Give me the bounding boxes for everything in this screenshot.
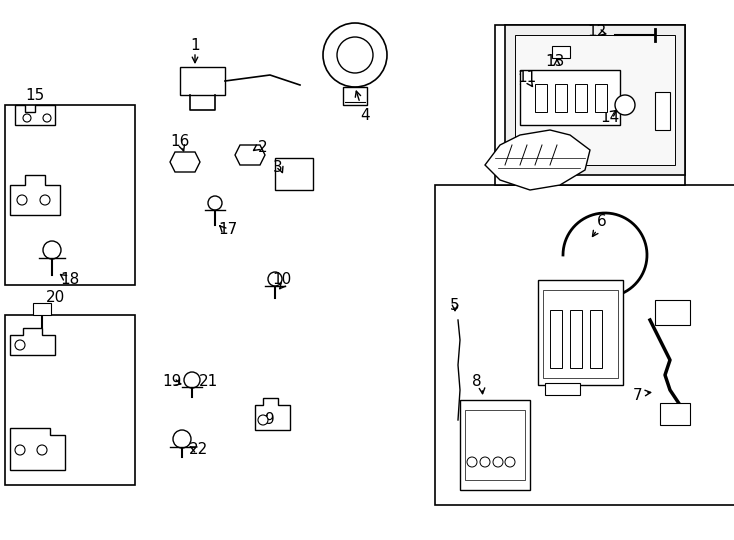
Text: 16: 16 — [170, 133, 189, 148]
Bar — [570, 310, 582, 368]
Bar — [543, 290, 618, 378]
Text: 2: 2 — [258, 140, 268, 156]
Bar — [555, 84, 567, 112]
Bar — [575, 84, 587, 112]
Circle shape — [467, 457, 477, 467]
Text: 17: 17 — [219, 222, 238, 238]
Bar — [275, 158, 313, 190]
Text: 8: 8 — [472, 375, 482, 389]
Circle shape — [323, 23, 387, 87]
Text: 21: 21 — [198, 375, 217, 389]
Bar — [460, 400, 530, 490]
Text: 10: 10 — [272, 273, 291, 287]
Circle shape — [208, 196, 222, 210]
Polygon shape — [170, 152, 200, 172]
Circle shape — [15, 340, 25, 350]
Circle shape — [337, 37, 373, 73]
Bar — [535, 84, 547, 112]
Circle shape — [615, 95, 635, 115]
Bar — [552, 46, 570, 58]
Circle shape — [17, 195, 27, 205]
Bar — [5, 105, 135, 285]
Bar — [550, 310, 562, 368]
Text: 1: 1 — [190, 37, 200, 52]
Polygon shape — [505, 25, 685, 175]
Text: 5: 5 — [450, 298, 459, 313]
Bar — [495, 25, 685, 185]
Bar — [520, 70, 620, 125]
Bar — [180, 67, 225, 95]
Bar — [343, 87, 367, 105]
Circle shape — [43, 241, 61, 259]
Bar — [33, 303, 51, 315]
Text: 9: 9 — [265, 413, 275, 428]
Text: 20: 20 — [46, 291, 65, 306]
Polygon shape — [255, 398, 290, 430]
Text: 15: 15 — [26, 87, 45, 103]
Polygon shape — [10, 328, 55, 355]
Polygon shape — [15, 105, 55, 125]
Circle shape — [493, 457, 503, 467]
Polygon shape — [485, 130, 590, 190]
Polygon shape — [235, 145, 265, 165]
Text: 11: 11 — [517, 72, 537, 87]
Text: 6: 6 — [597, 214, 607, 230]
Polygon shape — [10, 428, 65, 470]
Bar — [660, 403, 690, 425]
Polygon shape — [515, 35, 675, 165]
Text: 12: 12 — [587, 24, 606, 39]
Text: 7: 7 — [633, 388, 643, 402]
Bar — [655, 300, 690, 325]
Text: 14: 14 — [600, 111, 619, 125]
Circle shape — [37, 445, 47, 455]
Circle shape — [40, 195, 50, 205]
Text: 4: 4 — [360, 107, 370, 123]
Text: 3: 3 — [273, 160, 283, 176]
Bar — [655, 92, 670, 130]
Text: 18: 18 — [60, 273, 79, 287]
Text: 13: 13 — [545, 55, 564, 70]
Circle shape — [268, 272, 282, 286]
Bar — [538, 280, 623, 385]
Circle shape — [23, 114, 31, 122]
Text: 22: 22 — [189, 442, 208, 457]
Bar — [5, 315, 135, 485]
Text: 19: 19 — [162, 375, 182, 389]
Circle shape — [15, 445, 25, 455]
Circle shape — [173, 430, 191, 448]
Bar — [545, 383, 580, 395]
Polygon shape — [10, 175, 60, 215]
Circle shape — [480, 457, 490, 467]
Bar — [590, 310, 602, 368]
Circle shape — [43, 114, 51, 122]
Bar — [435, 185, 734, 505]
Circle shape — [505, 457, 515, 467]
Bar — [595, 84, 607, 112]
Circle shape — [184, 372, 200, 388]
Bar — [465, 410, 525, 480]
Text: 11: 11 — [517, 71, 537, 85]
Circle shape — [258, 415, 268, 425]
